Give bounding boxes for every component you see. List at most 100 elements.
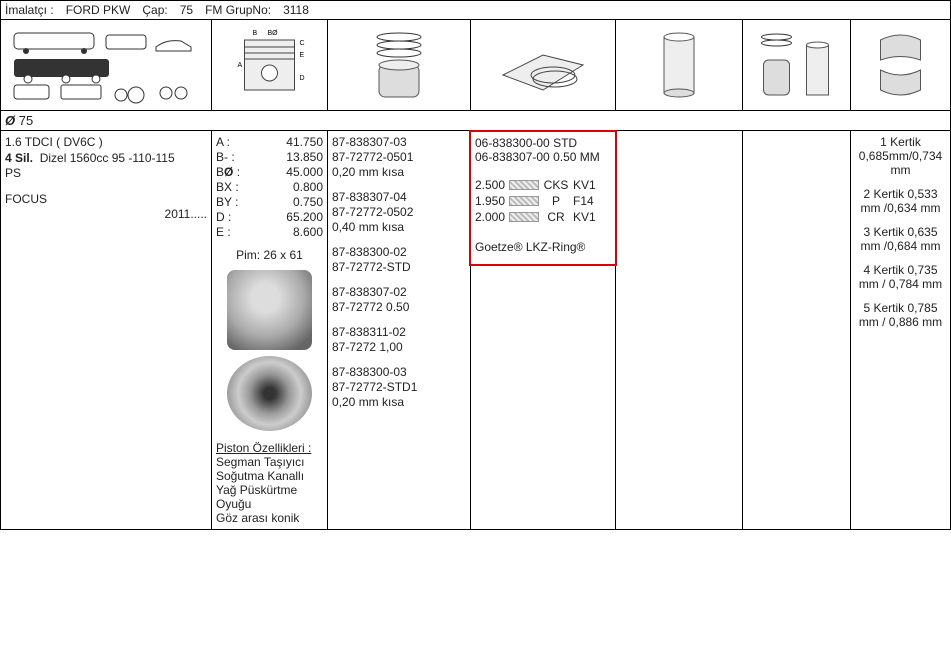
- r1-w: 2.500: [475, 178, 505, 192]
- svg-text:D: D: [300, 75, 305, 82]
- r3-pattern: [509, 212, 539, 222]
- vehicle-name: FOCUS: [5, 192, 207, 208]
- piston-rings-icon: [328, 25, 470, 105]
- engine-cell: 1.6 TDCI ( DV6C ) 4 Sil. Dizel 1560cc 95…: [1, 131, 212, 529]
- pn-6c: 0,20 mm kısa: [332, 395, 466, 410]
- dim-d: 65.200: [286, 210, 323, 225]
- pn-3b: 87-72772-STD: [332, 260, 466, 275]
- dim-bdiam: 45.000: [286, 165, 323, 180]
- group-value: 3118: [283, 3, 309, 17]
- pn-1b: 87-72772-0501: [332, 150, 466, 165]
- pn-4b: 87-72772 0.50: [332, 300, 466, 315]
- liner-icon: [616, 25, 742, 105]
- r3-c: KV1: [573, 210, 596, 224]
- part-numbers-cell: 87-838307-03 87-72772-0501 0,20 mm kısa …: [328, 131, 471, 529]
- svg-text:BØ: BØ: [268, 30, 279, 37]
- notch-4: 4 Kertik 0,735 mm / 0,784 mm: [855, 263, 946, 291]
- r3-w: 2.000: [475, 210, 505, 224]
- ring-package-icon: [471, 25, 615, 105]
- feature-1: Segman Taşıyıcı: [216, 455, 323, 469]
- pn-6a: 87-838300-03: [332, 365, 466, 380]
- pn-2b: 87-72772-0502: [332, 205, 466, 220]
- piston-diagram-icon: A B BØ C E D: [212, 25, 327, 105]
- ring-brand: Goetze® LKZ-Ring®: [475, 240, 611, 254]
- svg-text:A: A: [238, 62, 243, 69]
- engine-model: 1.6 TDCI ( DV6C ): [5, 135, 207, 151]
- feature-3: Yağ Püskürtme Oyuğu: [216, 483, 323, 511]
- piston-side-image: [227, 270, 312, 350]
- notch-2: 2 Kertik 0,533 mm /0,634 mm: [855, 187, 946, 215]
- r1-pattern: [509, 180, 539, 190]
- liner-cell: [616, 20, 743, 110]
- pn-1c: 0,20 mm kısa: [332, 165, 466, 180]
- piston-rings-cell: [328, 20, 471, 110]
- piston-liner-set-cell: [743, 20, 851, 110]
- vehicle-icons-cell: [1, 20, 212, 110]
- dim-d-label: D :: [216, 210, 246, 225]
- piston-top-image: [227, 356, 312, 431]
- dim-by: 0.750: [293, 195, 323, 210]
- bearing-icon: [851, 25, 950, 105]
- r3-t: CR: [543, 210, 569, 224]
- ring-package-cell: [471, 20, 616, 110]
- piston-diagram-cell: A B BØ C E D: [212, 20, 328, 110]
- data-row: 1.6 TDCI ( DV6C ) 4 Sil. Dizel 1560cc 95…: [0, 131, 951, 530]
- pn-5b: 87-7272 1,00: [332, 340, 466, 355]
- diameter-bar: Ø 75: [0, 111, 951, 131]
- pim-value: Pim: 26 x 61: [216, 248, 323, 262]
- dim-e-label: E :: [216, 225, 246, 240]
- group-label: FM GrupNo:: [205, 3, 271, 17]
- set-data-cell: [743, 131, 851, 529]
- dimensions-cell: A :41.750 B- :13.850 BØ :45.000 BX :0.80…: [212, 131, 328, 529]
- ring-set-cell: 06-838300-00 STD 06-838307-00 0.50 MM 2.…: [471, 131, 616, 529]
- piston-images: [216, 270, 323, 431]
- diameter-label: Çap:: [142, 3, 167, 17]
- pn-2a: 87-838307-04: [332, 190, 466, 205]
- dim-a-label: A :: [216, 135, 246, 150]
- r2-t: P: [543, 194, 569, 208]
- bearing-cell: [851, 20, 950, 110]
- diameter-value: 75: [180, 3, 193, 17]
- dim-bx-label: BX :: [216, 180, 246, 195]
- cyl-count: 4 Sil.: [5, 151, 33, 165]
- engine-spec: Dizel 1560cc 95 -110-115: [40, 151, 175, 165]
- piston-features: Piston Özellikleri : Segman Taşıyıcı Soğ…: [216, 441, 323, 525]
- icon-row: A B BØ C E D: [0, 19, 951, 111]
- features-title: Piston Özellikleri :: [216, 441, 323, 455]
- header-bar: İmalatçı : FORD PKW Çap: 75 FM GrupNo: 3…: [0, 0, 951, 19]
- pn-6b: 87-72772-STD1: [332, 380, 466, 395]
- engine-ps: PS: [5, 166, 207, 182]
- ring-set-highlight: 06-838300-00 STD 06-838307-00 0.50 MM 2.…: [469, 130, 617, 266]
- diameter-symbol: Ø: [5, 113, 15, 128]
- dim-by-label: BY :: [216, 195, 246, 210]
- r2-w: 1.950: [475, 194, 505, 208]
- pn-2c: 0,40 mm kısa: [332, 220, 466, 235]
- notch-1: 1 Kertik 0,685mm/0,734 mm: [855, 135, 946, 177]
- r2-pattern: [509, 196, 539, 206]
- feature-4: Göz arası konik: [216, 511, 323, 525]
- catalog-page: İmalatçı : FORD PKW Çap: 75 FM GrupNo: 3…: [0, 0, 951, 530]
- dim-bdiam-label: BØ :: [216, 165, 246, 180]
- pn-4a: 87-838307-02: [332, 285, 466, 300]
- ring-pn-2: 06-838307-00 0.50 MM: [475, 150, 611, 164]
- pn-5a: 87-838311-02: [332, 325, 466, 340]
- notches-cell: 1 Kertik 0,685mm/0,734 mm 2 Kertik 0,533…: [851, 131, 950, 529]
- manufacturer-label: İmalatçı :: [5, 3, 54, 17]
- r1-t: CKS: [543, 178, 569, 192]
- piston-liner-set-icon: [743, 25, 850, 105]
- vehicles-icon: [1, 25, 211, 105]
- svg-text:B: B: [253, 30, 258, 37]
- ring-row-2: 1.950PF14: [475, 194, 611, 208]
- pn-3a: 87-838300-02: [332, 245, 466, 260]
- manufacturer-value: FORD PKW: [66, 3, 131, 17]
- dim-a: 41.750: [286, 135, 323, 150]
- notch-5: 5 Kertik 0,785 mm / 0,886 mm: [855, 301, 946, 329]
- liner-data-cell: [616, 131, 743, 529]
- pn-1a: 87-838307-03: [332, 135, 466, 150]
- ring-row-1: 2.500 CKS KV1: [475, 178, 611, 192]
- diameter-bar-value: 75: [19, 113, 33, 128]
- r1-c: KV1: [573, 178, 596, 192]
- engine-spec-line: 4 Sil. Dizel 1560cc 95 -110-115: [5, 151, 207, 167]
- svg-text:E: E: [300, 52, 305, 59]
- dim-bneg-label: B- :: [216, 150, 246, 165]
